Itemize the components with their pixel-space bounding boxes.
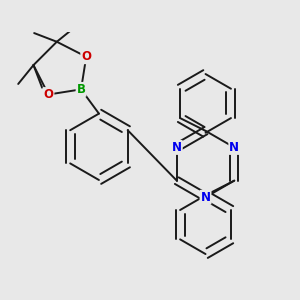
Text: O: O <box>81 50 91 63</box>
Text: N: N <box>229 141 239 154</box>
Text: N: N <box>172 141 182 154</box>
Text: B: B <box>76 83 85 96</box>
Text: O: O <box>44 88 53 101</box>
Text: N: N <box>200 191 211 204</box>
